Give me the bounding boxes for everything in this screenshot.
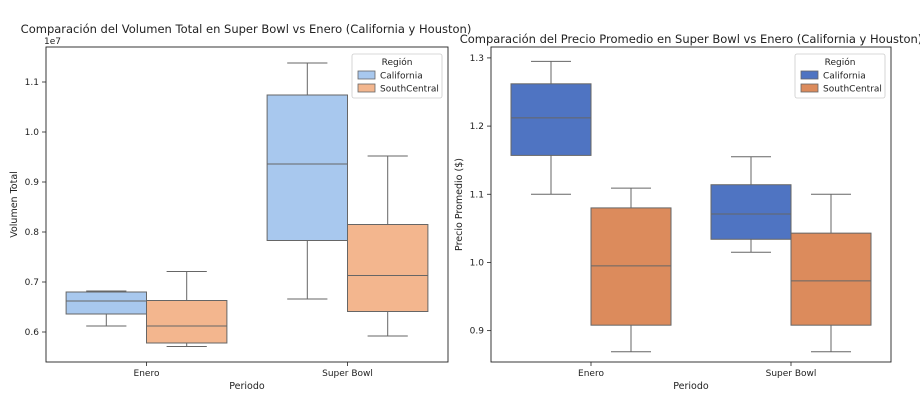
y-tick-label: 1.1 (25, 78, 39, 88)
x-tick-label: Super Bowl (766, 369, 817, 379)
y-offset-label: 1e7 (44, 37, 61, 47)
box-iqr (65, 291, 147, 315)
y-tick-label: 1.1 (470, 190, 484, 200)
box-iqr (510, 83, 592, 156)
legend-label-southcentral: SouthCentral (380, 85, 439, 95)
y-tick-label: 1.2 (470, 122, 484, 132)
y-tick-label: 1.0 (470, 258, 485, 268)
box-california-enero (510, 60, 592, 195)
box-southcentral-enero (146, 271, 228, 347)
box-california-super-bowl (266, 62, 349, 300)
y-tick-label: 0.9 (25, 178, 40, 188)
x-axis-label: Periodo (673, 381, 709, 392)
y-tick-label: 0.9 (470, 327, 485, 337)
box-iqr (347, 224, 429, 312)
x-tick-label: Enero (134, 369, 160, 379)
chart-panel-1: Comparación del Volumen Total en Super B… (9, 22, 471, 392)
legend: Región California SouthCentral (351, 53, 443, 99)
box-california-enero (65, 290, 147, 327)
y-tick-label: 0.8 (25, 228, 40, 238)
legend-swatch-southcentral (800, 83, 819, 93)
box-california-super-bowl (710, 156, 792, 253)
box-iqr (266, 94, 349, 241)
legend-title: Región (382, 57, 413, 68)
chart-panel-2: Comparación del Precio Promedio en Super… (454, 32, 920, 392)
box-iqr (590, 207, 672, 326)
legend-label-california: California (380, 72, 423, 82)
y-tick-label: 0.7 (25, 278, 39, 288)
y-axis-label: Volumen Total (9, 171, 20, 238)
y-axis-label: Precio Promedio ($) (454, 158, 465, 251)
box-southcentral-super-bowl (347, 155, 429, 337)
box-iqr (146, 300, 228, 344)
legend-label-california: California (823, 72, 866, 82)
box-southcentral-enero (590, 187, 672, 353)
box-southcentral-super-bowl (790, 193, 872, 353)
box-iqr (790, 232, 872, 326)
box-iqr (710, 184, 792, 240)
legend-swatch-california (800, 70, 819, 80)
legend-swatch-southcentral (357, 83, 376, 93)
x-tick-label: Super Bowl (322, 369, 373, 379)
chart-title: Comparación del Precio Promedio en Super… (460, 32, 920, 46)
y-tick-label: 0.6 (25, 328, 40, 338)
legend-label-southcentral: SouthCentral (823, 85, 882, 95)
x-tick-label: Enero (578, 369, 604, 379)
plot-frame (45, 46, 449, 363)
legend-swatch-california (357, 70, 376, 80)
y-tick-label: 1.0 (25, 128, 40, 138)
chart-title: Comparación del Volumen Total en Super B… (21, 22, 472, 36)
x-axis-label: Periodo (229, 381, 265, 392)
y-tick-label: 1.3 (470, 54, 484, 64)
plot-frame (490, 46, 892, 363)
legend-title: Región (825, 57, 856, 68)
legend: Región California SouthCentral (794, 53, 886, 99)
